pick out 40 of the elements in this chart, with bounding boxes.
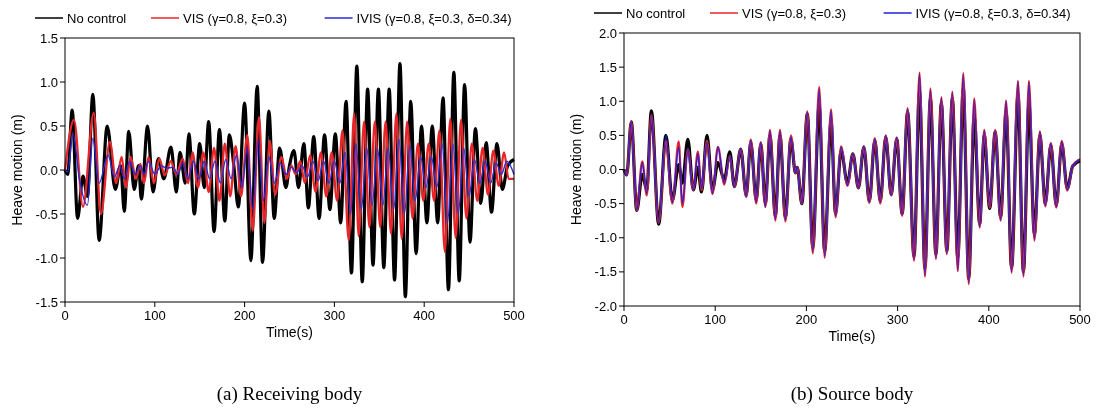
x-tick-label: 0 [61,308,69,323]
y-axis-title: Heave motion (m) [9,114,25,226]
legend-label: No control [626,6,686,21]
y-tick-label: 0.0 [598,162,617,177]
y-tick-label: -2.0 [594,298,617,314]
text: (b) Source body [790,383,914,405]
y-tick-label: 0.5 [598,127,617,143]
x-axis-title: Time(s) [828,328,876,344]
x-tick-label: 0 [620,312,628,327]
x-tick-label: 300 [886,312,909,327]
y-tick-label: 1.5 [598,59,617,75]
y-tick-label: 0.0 [39,162,58,178]
x-tick-label: 300 [323,308,346,323]
y-tick-label: -1.0 [35,250,58,266]
legend-label: No control [67,11,127,26]
x-tick-label: 500 [503,308,525,323]
legend-label: IVIS (γ=0.8, ξ=0.3, δ=0.34) [356,11,512,26]
text: (a) Receiving body [216,383,363,405]
y-tick-label: 0.5 [39,118,58,134]
y-tick-label: 2.0 [598,25,617,41]
y-tick-label: 1.0 [598,93,617,109]
x-tick-label: 100 [143,308,166,323]
y-tick-label: 1.5 [39,30,58,46]
x-tick-label: 100 [704,312,727,327]
y-tick-label: -1.0 [594,230,617,246]
y-tick-label: -0.5 [35,206,58,222]
y-tick-label: 1.0 [39,74,58,90]
y-tick-label: -1.5 [594,264,617,280]
legend-label: VIS (γ=0.8, ξ=0.3) [183,11,288,26]
x-tick-label: 400 [977,312,1000,327]
y-axis-title: Heave motion (m) [568,113,584,226]
y-tick-label: -1.5 [35,294,58,310]
y-tick-label: -0.5 [594,196,617,212]
legend-label: VIS (γ=0.8, ξ=0.3) [742,6,847,21]
x-axis-title: Time(s) [266,324,313,340]
x-tick-label: 500 [1069,312,1091,327]
x-tick-label: 400 [413,308,436,323]
x-tick-label: 200 [233,308,256,323]
x-tick-label: 200 [795,312,818,327]
legend-label: IVIS (γ=0.8, ξ=0.3, δ=0.34) [915,6,1071,21]
